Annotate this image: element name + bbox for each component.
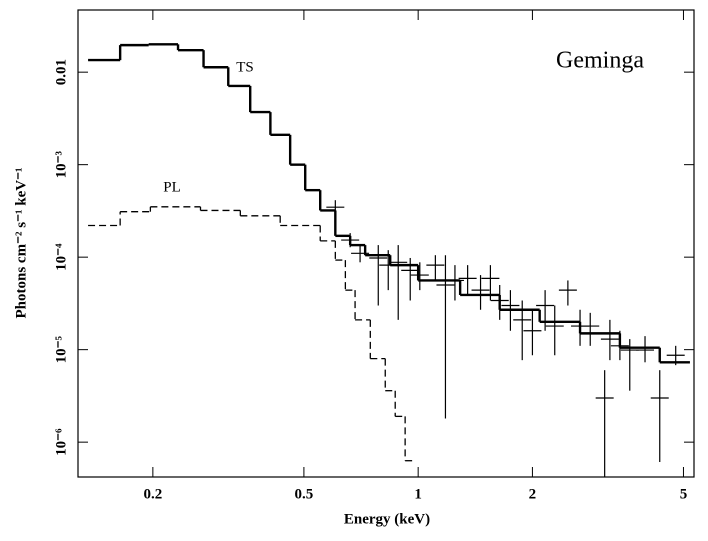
plot-frame	[77, 9, 695, 478]
annotation: Geminga	[556, 48, 644, 74]
plot-area	[88, 43, 690, 477]
y-tick-label: 10⁻⁶	[53, 428, 69, 456]
y-tick-label: 10⁻³	[53, 150, 69, 178]
y-tick-label: 10⁻⁴	[53, 243, 69, 271]
x-tick-label: 0.2	[143, 486, 162, 502]
y-axis-label: Photons cm⁻² s⁻¹ keV⁻¹	[13, 168, 29, 319]
x-tick-label: 2	[529, 486, 537, 502]
y-tick-label: 0.01	[53, 59, 69, 85]
x-tick-label: 0.5	[295, 486, 314, 502]
series-label: TS	[236, 59, 254, 75]
y-tick-label: 10⁻⁵	[53, 335, 69, 363]
x-tick-label: 1	[414, 486, 422, 502]
x-tick-label: 5	[680, 486, 688, 502]
series-label: PL	[163, 179, 181, 195]
x-axis-label: Energy (keV)	[344, 511, 430, 527]
